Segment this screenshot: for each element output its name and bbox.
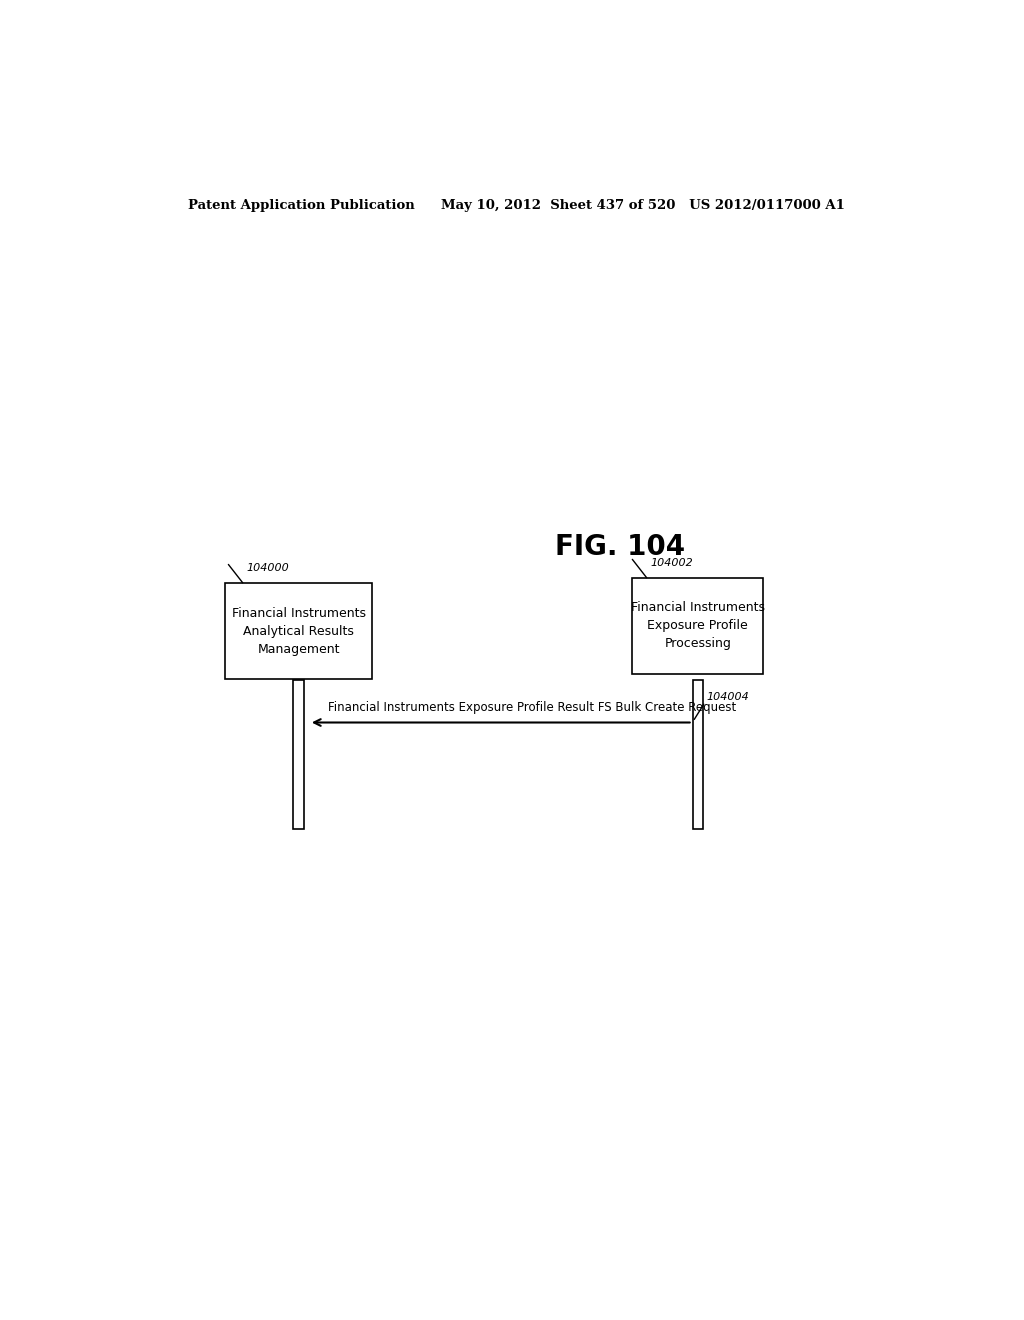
Text: Patent Application Publication: Patent Application Publication [187,199,415,213]
Text: FIG. 104: FIG. 104 [555,533,685,561]
Text: 104000: 104000 [247,562,290,573]
Bar [225,582,372,680]
Text: 104002: 104002 [650,557,693,568]
Text: Financial Instruments
Exposure Profile
Processing: Financial Instruments Exposure Profile P… [631,602,765,651]
Bar [692,680,702,829]
Text: May 10, 2012  Sheet 437 of 520   US 2012/0117000 A1: May 10, 2012 Sheet 437 of 520 US 2012/01… [441,199,846,213]
Bar [633,578,763,675]
Text: 104004: 104004 [707,692,750,702]
Text: Financial Instruments Exposure Profile Result FS Bulk Create Request: Financial Instruments Exposure Profile R… [329,701,736,714]
Bar [294,680,304,829]
Text: Financial Instruments
Analytical Results
Management: Financial Instruments Analytical Results… [231,606,366,656]
